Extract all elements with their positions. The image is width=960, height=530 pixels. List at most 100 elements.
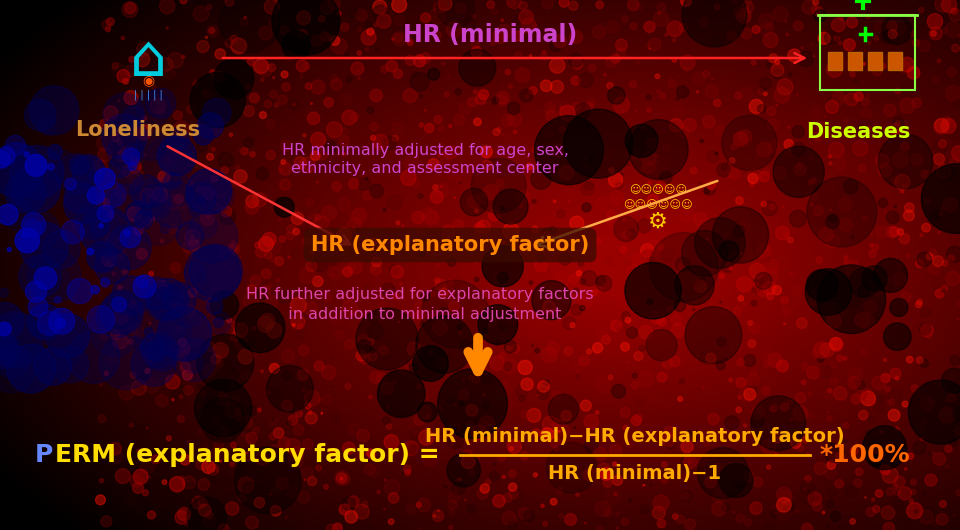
Circle shape: [213, 342, 228, 358]
Circle shape: [356, 229, 358, 232]
Circle shape: [845, 251, 859, 266]
Circle shape: [521, 378, 533, 390]
Circle shape: [773, 7, 788, 22]
Circle shape: [818, 31, 822, 36]
Circle shape: [719, 464, 753, 498]
Circle shape: [828, 142, 844, 158]
Circle shape: [471, 41, 479, 48]
Circle shape: [532, 147, 538, 153]
Circle shape: [788, 49, 801, 62]
Circle shape: [256, 525, 258, 528]
Circle shape: [301, 225, 313, 237]
Circle shape: [145, 378, 159, 393]
Circle shape: [123, 106, 144, 127]
Circle shape: [678, 281, 684, 287]
Circle shape: [136, 200, 181, 245]
Circle shape: [494, 340, 500, 346]
Circle shape: [655, 160, 657, 163]
Circle shape: [844, 440, 847, 443]
Circle shape: [343, 267, 352, 277]
Circle shape: [198, 352, 202, 356]
Circle shape: [307, 476, 317, 485]
Circle shape: [257, 316, 274, 332]
Circle shape: [627, 328, 637, 338]
Text: HR (minimal)−1: HR (minimal)−1: [548, 464, 722, 482]
Circle shape: [503, 241, 505, 243]
Circle shape: [501, 114, 514, 127]
Circle shape: [150, 491, 165, 507]
Circle shape: [448, 280, 453, 285]
Circle shape: [214, 134, 217, 136]
Circle shape: [0, 350, 15, 366]
Circle shape: [875, 21, 886, 32]
Circle shape: [680, 378, 684, 384]
Circle shape: [858, 410, 868, 420]
Circle shape: [370, 232, 377, 239]
Circle shape: [230, 38, 247, 54]
Circle shape: [324, 141, 336, 153]
Circle shape: [247, 76, 249, 78]
Circle shape: [892, 152, 908, 168]
Circle shape: [671, 324, 685, 337]
Circle shape: [179, 338, 186, 347]
Circle shape: [882, 467, 899, 483]
Circle shape: [190, 73, 245, 128]
Circle shape: [180, 362, 190, 372]
Circle shape: [540, 80, 552, 92]
Circle shape: [819, 365, 832, 378]
Circle shape: [845, 119, 848, 122]
Circle shape: [250, 93, 258, 102]
Circle shape: [933, 150, 935, 152]
Circle shape: [676, 97, 679, 100]
Circle shape: [668, 80, 676, 87]
Circle shape: [902, 401, 908, 407]
Circle shape: [193, 55, 198, 59]
Circle shape: [527, 239, 535, 246]
Circle shape: [733, 225, 745, 236]
Circle shape: [802, 47, 803, 49]
Circle shape: [887, 21, 898, 31]
Circle shape: [672, 58, 677, 63]
Circle shape: [666, 383, 668, 385]
Circle shape: [45, 151, 78, 182]
Circle shape: [542, 416, 559, 432]
Circle shape: [327, 35, 332, 40]
Circle shape: [763, 92, 767, 95]
Circle shape: [677, 86, 689, 98]
Circle shape: [238, 149, 240, 151]
Circle shape: [813, 206, 824, 216]
Circle shape: [130, 156, 139, 165]
FancyBboxPatch shape: [868, 52, 882, 70]
Circle shape: [828, 444, 832, 449]
Circle shape: [405, 56, 416, 66]
Circle shape: [607, 216, 617, 227]
Circle shape: [453, 403, 456, 406]
Circle shape: [197, 187, 203, 192]
Circle shape: [469, 306, 479, 316]
Circle shape: [531, 169, 551, 189]
Circle shape: [541, 232, 552, 243]
Circle shape: [319, 15, 324, 22]
Circle shape: [738, 130, 752, 143]
Circle shape: [322, 365, 336, 379]
Circle shape: [914, 509, 918, 513]
Circle shape: [928, 400, 932, 403]
Circle shape: [420, 208, 435, 222]
Circle shape: [658, 244, 663, 250]
Circle shape: [247, 285, 256, 294]
Circle shape: [735, 474, 740, 480]
Circle shape: [665, 439, 676, 449]
Circle shape: [6, 172, 46, 213]
Circle shape: [894, 476, 905, 487]
Circle shape: [740, 252, 743, 254]
Circle shape: [872, 376, 886, 390]
Circle shape: [923, 508, 934, 519]
Circle shape: [949, 158, 958, 167]
Circle shape: [541, 347, 557, 363]
Circle shape: [451, 33, 453, 35]
Circle shape: [261, 269, 271, 279]
Circle shape: [432, 316, 433, 317]
Circle shape: [770, 407, 776, 412]
Circle shape: [433, 515, 436, 517]
Circle shape: [229, 210, 234, 216]
